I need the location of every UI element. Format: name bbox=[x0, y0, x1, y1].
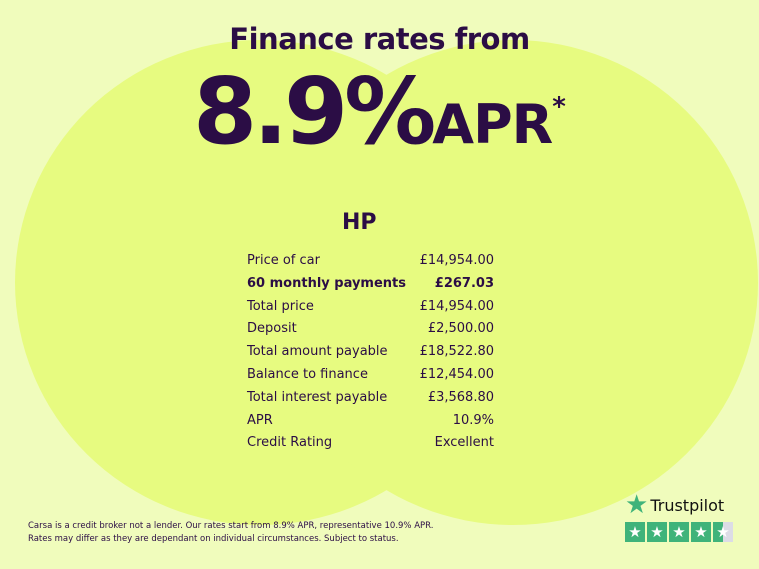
asterisk: * bbox=[552, 92, 566, 122]
row-value: £14,954.00 bbox=[419, 298, 494, 314]
row-value: £18,522.80 bbox=[419, 344, 494, 360]
table-row: Credit Rating Excellent bbox=[247, 432, 494, 455]
table-row: Price of car £14,954.00 bbox=[247, 250, 494, 273]
table-row: Total amount payable £18,522.80 bbox=[247, 341, 494, 364]
table-row: Total interest payable £3,568.80 bbox=[247, 387, 494, 410]
rating-star-icon: ★ bbox=[625, 522, 645, 542]
row-label: APR bbox=[247, 412, 273, 428]
table-row: APR 10.9% bbox=[247, 410, 494, 433]
row-label: Credit Rating bbox=[247, 435, 333, 451]
table-row: Deposit £2,500.00 bbox=[247, 318, 494, 341]
row-value: £12,454.00 bbox=[419, 366, 494, 382]
table-row: 60 monthly payments £267.03 bbox=[247, 273, 494, 296]
rating-star-icon: ★ bbox=[647, 522, 667, 542]
row-value: 10.9% bbox=[452, 412, 494, 428]
rating-star-icon: ★ bbox=[691, 522, 711, 542]
row-value: £3,568.80 bbox=[427, 389, 494, 405]
trustpilot-rating: ★ ★ ★ ★ ★ bbox=[625, 522, 733, 542]
rate-display: 8.9%APR* bbox=[0, 58, 759, 165]
trustpilot-star-icon: ★ bbox=[625, 490, 649, 520]
row-label: Deposit bbox=[247, 321, 297, 337]
headline: Finance rates from bbox=[229, 22, 530, 56]
rating-star-icon: ★ bbox=[669, 522, 689, 542]
rate-suffix: APR bbox=[432, 93, 553, 156]
row-value: £2,500.00 bbox=[427, 321, 494, 337]
disclaimer: Carsa is a credit broker not a lender. O… bbox=[28, 520, 433, 546]
finance-table: Price of car £14,954.00 60 monthly payment… bbox=[247, 250, 494, 455]
row-label: 60 monthly payments bbox=[247, 275, 406, 291]
row-label: Total amount payable bbox=[247, 344, 388, 360]
row-value: £267.03 bbox=[434, 275, 494, 291]
trustpilot-badge: ★ Trustpilot ★ ★ ★ ★ ★ bbox=[625, 490, 733, 542]
rating-star-icon: ★ bbox=[713, 522, 733, 542]
row-label: Price of car bbox=[247, 253, 320, 268]
table-row: Balance to finance £12,454.00 bbox=[247, 364, 494, 387]
background-circle-right bbox=[268, 40, 758, 525]
disclaimer-line: Rates may differ as they are dependant o… bbox=[28, 534, 399, 544]
rate-value: 8.9% bbox=[193, 58, 436, 165]
row-label: Total price bbox=[247, 298, 314, 314]
disclaimer-line: Carsa is a credit broker not a lender. O… bbox=[28, 521, 434, 531]
row-value: Excellent bbox=[434, 435, 494, 451]
row-label: Balance to finance bbox=[247, 366, 368, 382]
table-row: Total price £14,954.00 bbox=[247, 296, 494, 319]
trustpilot-name: Trustpilot bbox=[650, 495, 725, 515]
row-value: £14,954.00 bbox=[419, 253, 494, 268]
row-label: Total interest payable bbox=[247, 389, 388, 405]
product-title: HP bbox=[342, 210, 377, 235]
